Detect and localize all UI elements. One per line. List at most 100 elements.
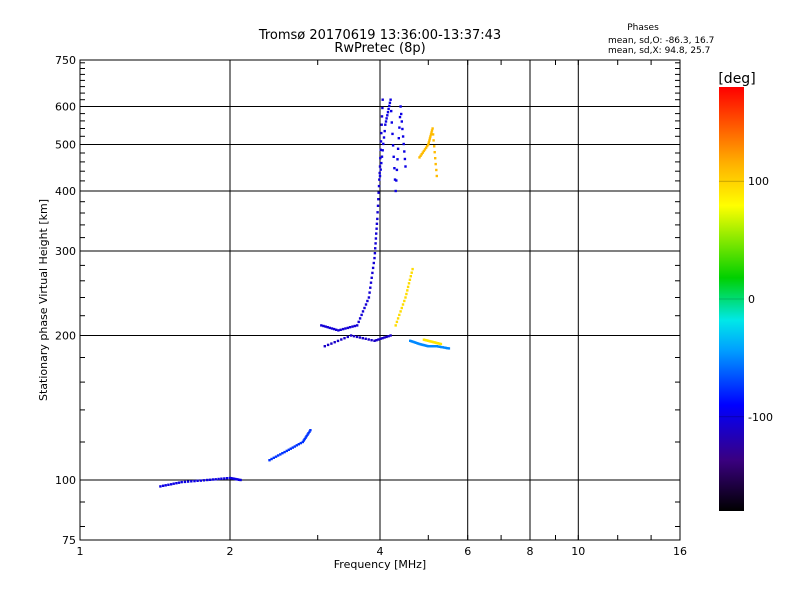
data-point (428, 137, 432, 140)
data-point (385, 117, 388, 120)
data-point (423, 148, 427, 151)
data-point (439, 342, 443, 346)
data-point (433, 151, 436, 154)
data-point (369, 286, 372, 289)
data-point (434, 157, 437, 160)
data-point (421, 151, 424, 154)
data-point (420, 153, 423, 156)
data-point (437, 345, 440, 348)
data-point (411, 267, 414, 271)
data-point (301, 440, 304, 444)
data-point (336, 339, 340, 343)
data-point (382, 142, 385, 146)
data-point (385, 335, 388, 339)
data-point (169, 483, 173, 486)
data-point (339, 328, 342, 331)
y-axis-label: Stationary phase Virtual Height [km] (37, 199, 50, 401)
data-point (360, 313, 363, 317)
data-point (396, 317, 400, 320)
data-point (379, 337, 382, 340)
data-point (381, 149, 384, 152)
data-point (438, 345, 441, 348)
data-point (428, 139, 431, 142)
data-point (394, 324, 397, 327)
data-point (391, 144, 395, 147)
data-point (357, 320, 360, 324)
data-point (399, 105, 402, 108)
data-point (388, 101, 392, 104)
data-point (186, 480, 190, 483)
data-point (395, 179, 398, 182)
data-point (401, 127, 404, 131)
data-point (381, 337, 384, 340)
data-point (403, 157, 407, 161)
data-point (446, 347, 449, 350)
data-point (380, 115, 384, 118)
x-tick-label: 4 (377, 545, 384, 558)
data-point (418, 156, 421, 159)
data-point (375, 222, 379, 225)
colorbar-tick-label: 100 (748, 175, 769, 188)
data-point (398, 126, 401, 129)
data-point (376, 217, 379, 221)
data-point (396, 147, 400, 150)
data-point (268, 459, 271, 462)
data-point (330, 327, 334, 330)
data-point (406, 285, 410, 289)
data-point (348, 326, 352, 329)
data-point (430, 131, 433, 134)
data-point (403, 299, 406, 303)
phases-x-stats: mean, sd,X: 94.8, 25.7 (608, 46, 710, 56)
data-point (302, 439, 305, 442)
data-point (330, 342, 333, 345)
data-point (373, 339, 376, 342)
data-point (392, 155, 395, 158)
data-point (398, 115, 402, 119)
data-point (220, 477, 223, 480)
colorbar-tick-label: -100 (748, 411, 773, 424)
data-point (293, 445, 296, 448)
data-point (276, 454, 280, 457)
data-point (434, 162, 437, 166)
data-point (199, 479, 202, 482)
data-point (447, 347, 451, 350)
data-point (382, 136, 386, 139)
data-point (320, 324, 323, 327)
data-point (377, 184, 381, 188)
data-point (361, 310, 365, 313)
data-point (389, 334, 392, 337)
y-tick-label: 300 (55, 245, 76, 258)
data-point (281, 452, 284, 455)
data-point (397, 137, 400, 140)
phases-o-stats: mean, sd,O: -86.3, 16.7 (608, 36, 714, 46)
data-point (364, 337, 367, 340)
data-point (381, 106, 384, 110)
y-tick-label: 500 (55, 139, 76, 152)
data-point (395, 168, 399, 172)
data-point (183, 480, 187, 484)
data-point (217, 477, 220, 481)
data-point (435, 345, 438, 348)
data-point (424, 146, 428, 149)
data-points (159, 98, 451, 488)
data-point (370, 339, 373, 342)
data-point (371, 271, 374, 275)
data-point (404, 296, 407, 299)
data-point (299, 441, 302, 445)
y-tick-label: 100 (55, 474, 76, 487)
data-point (208, 478, 212, 481)
data-point (285, 449, 288, 453)
data-point (381, 98, 384, 101)
data-point (387, 107, 390, 111)
data-point (433, 145, 436, 148)
data-point (304, 436, 307, 439)
data-point (236, 478, 240, 481)
data-point (431, 133, 435, 136)
data-point (435, 174, 438, 178)
data-point (376, 211, 379, 214)
data-point (335, 328, 338, 331)
data-point (228, 476, 232, 480)
x-axis-label: Frequency [MHz] (334, 558, 426, 571)
data-point (380, 161, 383, 165)
